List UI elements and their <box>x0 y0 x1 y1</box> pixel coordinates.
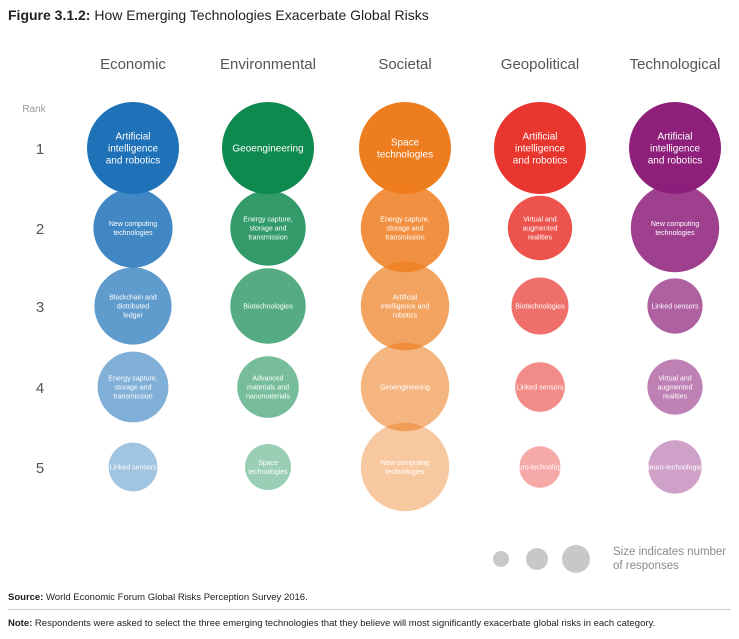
bubble-societal-3 <box>360 261 450 351</box>
bubble-technological-1 <box>629 102 721 194</box>
bubble-environmental-1 <box>222 102 314 194</box>
bubble-economic-1 <box>87 102 179 194</box>
bubble-label-environmental-5: Space technologies <box>248 460 288 476</box>
bubble-geopolitical-5 <box>519 446 561 488</box>
bubble-economic-5 <box>108 442 158 492</box>
rank-label-1: 1 <box>36 141 44 158</box>
column-header-geopolitical: Geopolitical <box>501 56 579 73</box>
bubble-technological-4 <box>647 359 703 415</box>
rank-label-4: 4 <box>36 380 44 397</box>
bubble-societal-2 <box>360 183 450 273</box>
bubble-label-environmental-1: Geoengineering <box>232 144 303 155</box>
column-header-economic: Economic <box>100 56 166 73</box>
bubble-label-economic-3: Blockchain and distributed ledger <box>109 294 157 319</box>
bubble-chart: Rank 1 2 3 4 5 Economic Artificial intelligence a… <box>22 56 721 573</box>
bubble-label-economic-1: Artificial intelligence and robotics <box>106 132 160 167</box>
bubble-label-geopolitical-4: Linked sensors <box>516 384 564 391</box>
figure-title: Figure 3.1.2: How Emerging Technologies … <box>8 7 429 23</box>
bubble-label-geopolitical-2: Virtual and augmented realities <box>522 216 557 241</box>
bubble-label-geopolitical-5: Neuro-technologies <box>510 464 571 471</box>
bubble-technological-3 <box>647 278 703 334</box>
bubble-label-economic-2: New computing technologies <box>109 221 157 237</box>
bubble-economic-2 <box>93 188 173 268</box>
bubble-societal-4 <box>360 342 450 432</box>
legend-size-circle-2 <box>526 548 548 570</box>
bubble-label-societal-4: Geoengineering <box>380 384 430 391</box>
bubble-geopolitical-3 <box>511 277 569 335</box>
bubble-societal-1 <box>359 102 451 194</box>
source-label: Source: <box>8 592 44 603</box>
source-text: World Economic Forum Global Risks Percep… <box>46 592 308 603</box>
bubble-geopolitical-1 <box>494 102 586 194</box>
bubble-societal-5 <box>360 422 450 512</box>
bubble-technological-5 <box>648 440 702 494</box>
footnote-divider <box>8 609 731 610</box>
bubble-label-societal-5: New computing technologies <box>381 460 429 476</box>
bubble-label-technological-5: Neuro-technologies <box>645 464 706 471</box>
bubble-label-societal-3: Artificial intelligence and robotics <box>381 294 430 319</box>
bubble-geopolitical-2 <box>507 195 573 261</box>
column-header-technological: Technological <box>630 56 721 73</box>
bubble-label-technological-2: New computing technologies <box>651 221 699 237</box>
bubble-environmental-3 <box>230 268 306 344</box>
legend-caption: Size indicates number of responses <box>613 546 727 572</box>
rank-label-2: 2 <box>36 221 44 238</box>
figure-title-text: How Emerging Technologies Exacerbate Glo… <box>94 7 429 23</box>
bubble-label-environmental-2: Energy capture, storage and transmission <box>243 216 292 241</box>
bubble-technological-2 <box>630 183 720 273</box>
legend-size-circle-1 <box>493 551 509 567</box>
source-line: Source: World Economic Forum Global Risk… <box>8 592 308 603</box>
bubble-label-technological-4: Virtual and augmented realities <box>657 375 692 400</box>
bubble-label-environmental-3: Biotechnologies <box>243 303 293 310</box>
column-header-societal: Societal <box>378 56 431 73</box>
bubble-economic-4 <box>97 351 169 423</box>
bubble-geopolitical-4 <box>515 362 565 412</box>
bubble-label-economic-5: Linked sensors <box>109 464 157 471</box>
bubble-label-environmental-4: Advanced materials and nanomaterials <box>246 375 290 400</box>
rank-header: Rank <box>22 104 46 115</box>
bubble-label-geopolitical-1: Artificial intelligence and robotics <box>513 132 567 167</box>
bubble-environmental-2 <box>230 190 306 266</box>
bubble-label-societal-2: Energy capture, storage and transmission <box>380 216 429 241</box>
bubble-label-economic-4: Energy capture, storage and transmission <box>108 375 157 400</box>
rank-label-3: 3 <box>36 299 44 316</box>
bubble-label-technological-3: Linked sensors <box>651 303 699 310</box>
bubble-label-societal-1: Space technologies <box>377 138 433 161</box>
note-text: Respondents were asked to select the thr… <box>34 618 656 629</box>
note-label: Note: <box>8 618 33 629</box>
note-line: Note: Respondents were asked to select t… <box>8 618 655 629</box>
bubble-environmental-5 <box>245 444 291 490</box>
bubble-environmental-4 <box>237 356 299 418</box>
bubble-economic-3 <box>94 267 172 345</box>
bubble-label-technological-1: Artificial intelligence and robotics <box>648 132 702 167</box>
legend-size-circle-3 <box>562 545 590 573</box>
figure-label: Figure 3.1.2: <box>8 7 91 23</box>
rank-label-5: 5 <box>36 460 44 477</box>
bubble-label-geopolitical-3: Biotechnologies <box>515 303 565 310</box>
column-header-environmental: Environmental <box>220 56 316 73</box>
